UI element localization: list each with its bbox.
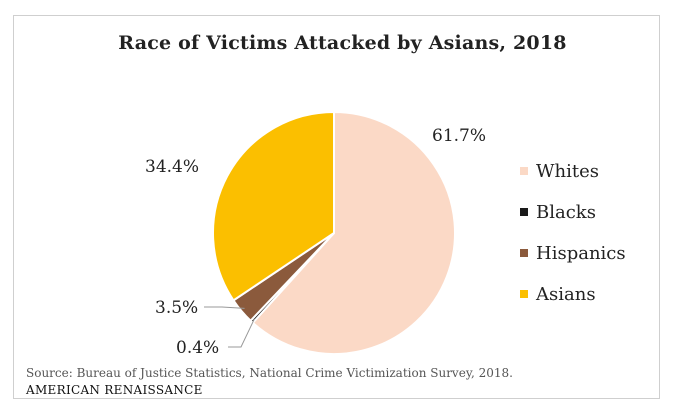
legend-label-blacks: Blacks [536,202,596,223]
legend-label-whites: Whites [536,161,599,182]
pie-slice-asians [212,110,335,302]
pie-slices [212,110,456,355]
data-label-whites: 61.7% [432,126,486,146]
source-note: Source: Bureau of Justice Statistics, Na… [26,366,513,380]
legend-swatch-hispanics [520,249,528,257]
legend-swatch-asians [520,290,528,298]
data-label-blacks: 0.4% [176,338,219,358]
legend-swatch-blacks [520,208,528,216]
legend: Whites Blacks Hispanics Asians [520,161,626,305]
chart-title: Race of Victims Attacked by Asians, 2018 [118,32,567,54]
data-label-asians: 34.4% [145,157,199,177]
leader-lines [204,306,255,348]
pie-slice-whites [251,110,456,355]
leader-line-blacks [228,318,255,348]
data-label-hispanics: 3.5% [155,298,198,318]
leader-line-hispanics [204,306,245,309]
legend-swatch-whites [520,167,528,175]
slice-labels: 61.7% 0.4% 3.5% 34.4% [145,126,486,358]
brand-label: AMERICAN RENAISSANCE [26,383,203,397]
legend-label-hispanics: Hispanics [536,243,626,264]
legend-label-asians: Asians [535,284,596,305]
